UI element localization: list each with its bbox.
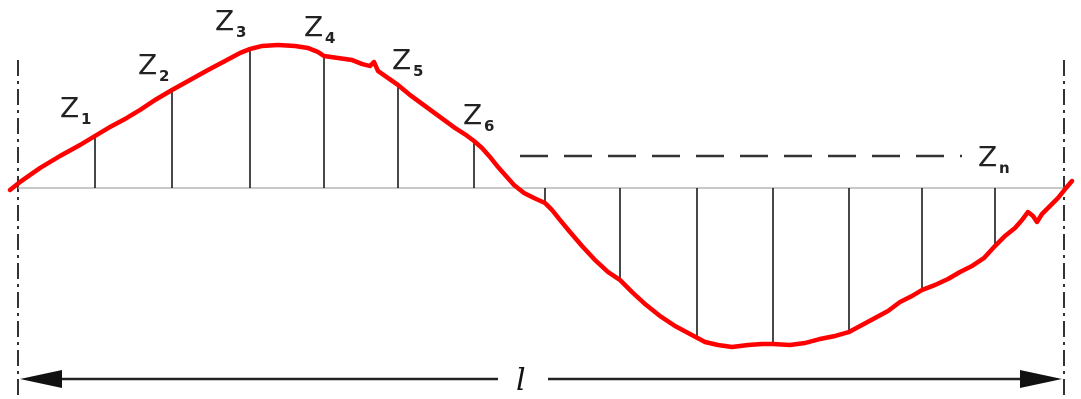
label-z6-base: Z xyxy=(463,98,482,131)
length-label: l xyxy=(516,363,526,398)
label-z3-sub: 3 xyxy=(236,23,246,41)
length-arrowhead-right xyxy=(1020,370,1062,388)
label-z6: Z 6 xyxy=(463,98,494,135)
label-zn-sub: n xyxy=(999,159,1010,177)
label-z4-sub: 4 xyxy=(325,29,335,47)
length-arrowhead-left xyxy=(20,370,62,388)
label-zn-base: Z xyxy=(978,140,997,173)
label-z4: Z 4 xyxy=(304,10,335,47)
label-z2: Z 2 xyxy=(138,48,169,85)
label-z2-base: Z xyxy=(138,48,157,81)
label-z5-sub: 5 xyxy=(413,62,423,80)
label-z1-base: Z xyxy=(60,91,79,124)
label-z5: Z 5 xyxy=(392,43,423,80)
label-z1: Z 1 xyxy=(60,91,91,128)
label-z1-sub: 1 xyxy=(81,110,91,128)
roughness-profile-curve xyxy=(7,42,1075,350)
label-zn: Z n xyxy=(978,140,1010,177)
ordinate-lines xyxy=(94,48,996,344)
label-z5-base: Z xyxy=(392,43,411,76)
label-z2-sub: 2 xyxy=(159,67,169,85)
label-z3-base: Z xyxy=(215,4,234,37)
label-z6-sub: 6 xyxy=(484,117,494,135)
length-dimension-arrow: l xyxy=(20,363,1062,398)
label-z4-base: Z xyxy=(304,10,323,43)
label-z3: Z 3 xyxy=(215,4,246,41)
